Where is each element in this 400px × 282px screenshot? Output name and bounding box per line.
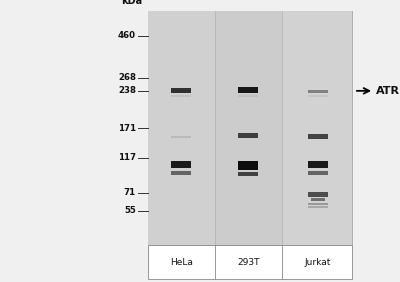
Bar [215,11,282,245]
Bar [238,95,258,97]
Text: 238: 238 [118,86,136,95]
Bar [148,11,215,245]
Text: 117: 117 [118,153,136,162]
Bar [172,95,191,97]
Bar [308,161,328,168]
Bar [308,90,328,93]
Bar [172,161,191,168]
Text: 71: 71 [124,188,136,197]
Bar [238,87,258,93]
Text: 460: 460 [118,31,136,40]
Text: 171: 171 [118,124,136,133]
Bar [238,172,258,176]
Bar [308,134,328,139]
Text: Jurkat: Jurkat [305,258,331,267]
Text: 293T: 293T [237,258,260,267]
Text: 268: 268 [118,74,136,83]
Bar [172,171,191,175]
Text: HeLa: HeLa [170,258,193,267]
Bar [308,192,328,197]
Bar [308,171,328,175]
Bar [308,202,328,205]
Bar [148,245,352,279]
Text: ATR: ATR [376,86,400,96]
Text: kDa: kDa [122,0,142,6]
Bar [172,136,191,138]
Bar [238,161,258,169]
Bar [282,11,352,245]
Text: 55: 55 [124,206,136,215]
Bar [172,88,191,93]
Bar [311,198,325,201]
Bar [308,206,328,208]
Bar [148,11,352,245]
Bar [238,133,258,138]
Bar [308,95,328,97]
